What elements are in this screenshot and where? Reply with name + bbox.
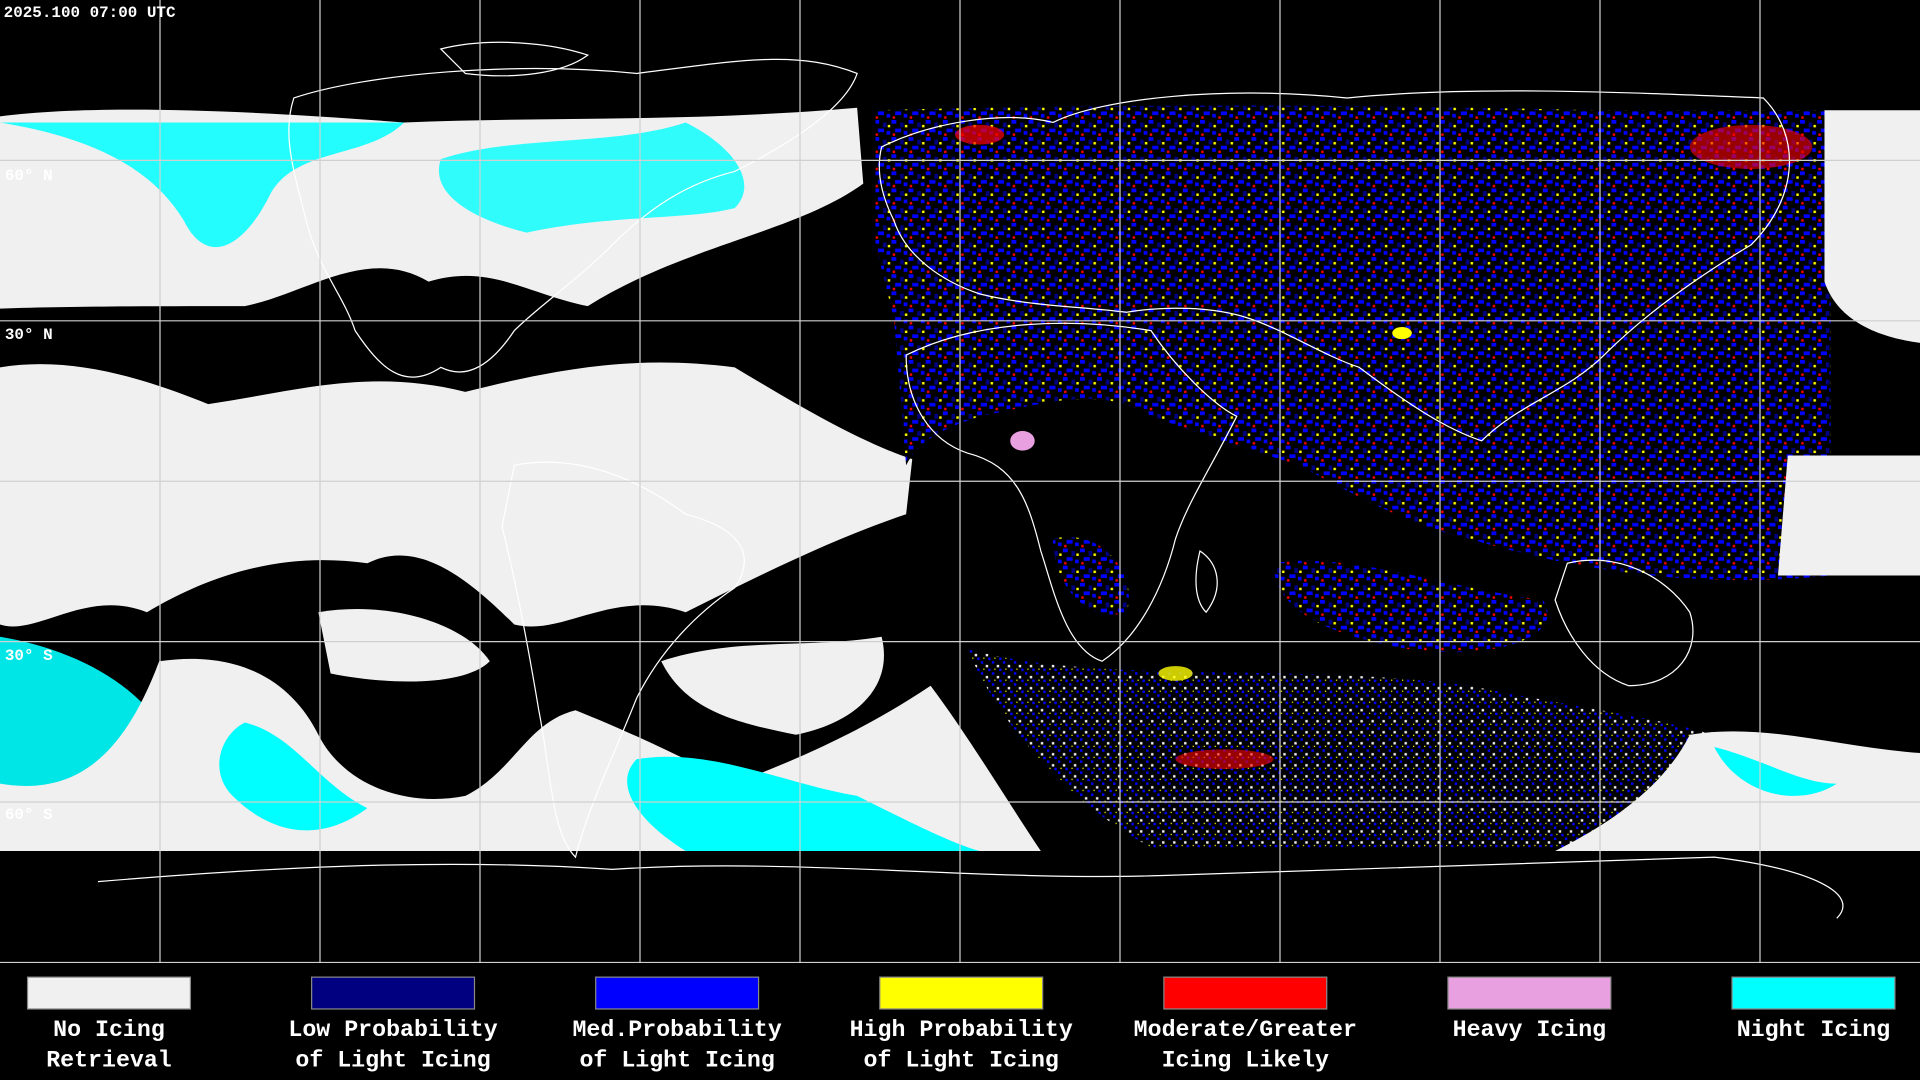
legend-label: Low Probability bbox=[288, 1017, 497, 1043]
graticule bbox=[0, 0, 1920, 963]
latitude-label: 60° N bbox=[5, 167, 53, 185]
legend-label: Icing Likely bbox=[1162, 1048, 1329, 1074]
coastlines bbox=[97, 41, 1844, 919]
legend-label: Night Icing bbox=[1737, 1017, 1890, 1043]
legend-swatch bbox=[595, 976, 760, 1010]
legend-swatch bbox=[1447, 976, 1612, 1010]
latitude-label: 30° N bbox=[5, 326, 53, 344]
legend-label: Retrieval bbox=[46, 1048, 172, 1074]
legend-swatch bbox=[26, 976, 192, 1010]
legend-swatch bbox=[1163, 976, 1328, 1010]
legend-label: of Light Icing bbox=[295, 1048, 490, 1074]
clouds-east bbox=[875, 105, 1920, 852]
legend-swatch bbox=[311, 976, 476, 1010]
legend-label: Moderate/Greater bbox=[1134, 1017, 1357, 1043]
legend-label: of Light Icing bbox=[864, 1048, 1059, 1074]
legend: No Icing Retrieval Low Probability of Light… bbox=[26, 976, 1896, 1074]
legend-swatch bbox=[879, 976, 1044, 1010]
legend-label: High Probability bbox=[850, 1017, 1073, 1043]
clouds-west bbox=[0, 107, 1041, 852]
latitude-label: 60° S bbox=[5, 806, 53, 824]
latitude-label: 30° S bbox=[5, 647, 53, 665]
legend-label: Med.Probability bbox=[572, 1017, 781, 1043]
legend-label: No Icing bbox=[53, 1017, 165, 1043]
legend-label: Heavy Icing bbox=[1453, 1017, 1606, 1043]
timestamp: 2025.100 07:00 UTC bbox=[4, 4, 176, 22]
legend-label: of Light Icing bbox=[579, 1048, 774, 1074]
legend-swatch bbox=[1731, 976, 1896, 1010]
